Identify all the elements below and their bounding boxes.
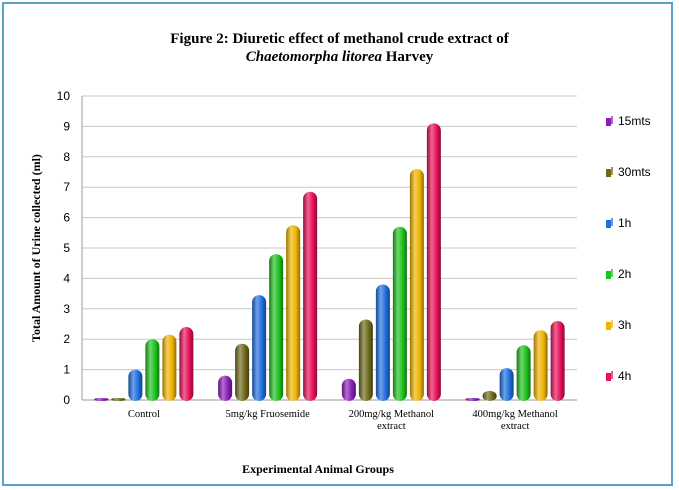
y-tick-label: 0 bbox=[63, 393, 70, 407]
y-tick-label: 5 bbox=[63, 241, 70, 255]
bar-1h-1 bbox=[252, 295, 267, 401]
y-tick-label: 9 bbox=[63, 119, 70, 133]
bar-4h-0 bbox=[179, 327, 194, 401]
legend-swatch-edge bbox=[611, 218, 613, 226]
bar-1h-3 bbox=[499, 368, 514, 401]
y-tick-label: 10 bbox=[57, 89, 71, 103]
bar-4h-2 bbox=[426, 123, 441, 402]
legend-label: 15mts bbox=[618, 114, 651, 128]
bar-30mts-0 bbox=[111, 398, 126, 401]
species-author: Harvey bbox=[382, 49, 434, 65]
legend-label: 2h bbox=[618, 267, 631, 281]
bar-2h-0 bbox=[145, 339, 160, 401]
bar-3h-0 bbox=[162, 334, 177, 401]
legend: 15mts 30mts 1h 2h 3h 4h bbox=[606, 114, 651, 383]
y-tick-label: 7 bbox=[63, 180, 70, 194]
species-name: Chaetomorpha litorea bbox=[245, 49, 383, 65]
bar-30mts-1 bbox=[235, 343, 250, 401]
legend-label: 4h bbox=[618, 369, 631, 383]
bar-2h-1 bbox=[269, 254, 284, 401]
x-category-label: 200mg/kg Methanol bbox=[349, 409, 435, 420]
legend-swatch bbox=[606, 169, 611, 177]
bar-2h-2 bbox=[392, 226, 407, 401]
bar-15mts-2 bbox=[341, 378, 356, 401]
chart-title: Figure 2: Diuretic effect of methanol cr… bbox=[20, 30, 659, 66]
bar-15mts-0 bbox=[94, 398, 109, 401]
legend-swatch-edge bbox=[611, 269, 613, 277]
bar-4h-3 bbox=[550, 320, 565, 401]
bars bbox=[94, 123, 565, 402]
x-category-label: Control bbox=[128, 409, 160, 420]
y-tick-label: 6 bbox=[63, 211, 70, 225]
y-tick-labels: 0 1 2 3 4 5 6 7 8 9 10 bbox=[57, 89, 71, 407]
y-tick-label: 1 bbox=[63, 363, 70, 377]
bar-2h-3 bbox=[516, 345, 531, 401]
bar-3h-1 bbox=[286, 225, 301, 401]
bar-3h-3 bbox=[533, 330, 548, 401]
bar-30mts-2 bbox=[358, 319, 373, 401]
bar-15mts-3 bbox=[465, 398, 480, 401]
bar-1h-0 bbox=[128, 369, 143, 401]
title-line-1: Figure 2: Diuretic effect of methanol cr… bbox=[170, 31, 509, 47]
axes bbox=[81, 96, 577, 401]
x-category-label: extract bbox=[501, 421, 530, 432]
x-category-label: 400mg/kg Methanol bbox=[472, 409, 558, 420]
y-tick-label: 3 bbox=[63, 302, 70, 316]
legend-swatch bbox=[606, 271, 611, 279]
legend-label: 30mts bbox=[618, 165, 651, 179]
bar-3h-2 bbox=[409, 168, 424, 401]
x-category-labels: Control 5mg/kg Fruosemide 200mg/kg Methano… bbox=[128, 409, 558, 432]
legend-swatch bbox=[606, 220, 611, 228]
bar-30mts-3 bbox=[482, 390, 497, 401]
chart-frame bbox=[2, 2, 673, 486]
legend-swatch-edge bbox=[611, 320, 613, 328]
legend-swatch bbox=[606, 373, 611, 381]
legend-swatch bbox=[606, 322, 611, 330]
legend-label: 1h bbox=[618, 216, 631, 230]
legend-swatch-edge bbox=[611, 116, 613, 124]
bar-1h-2 bbox=[375, 284, 390, 401]
x-category-label: extract bbox=[377, 421, 406, 432]
bar-15mts-1 bbox=[218, 375, 233, 401]
legend-swatch bbox=[606, 118, 611, 126]
y-tick-label: 2 bbox=[63, 332, 70, 346]
x-category-label: 5mg/kg Fruosemide bbox=[225, 409, 310, 420]
legend-swatch-edge bbox=[611, 371, 613, 379]
title-line-2: Chaetomorpha litorea Harvey bbox=[20, 48, 659, 66]
bar-4h-1 bbox=[303, 191, 318, 401]
y-tick-label: 4 bbox=[63, 271, 70, 285]
y-tick-label: 8 bbox=[63, 150, 70, 164]
legend-swatch-edge bbox=[611, 167, 613, 175]
legend-label: 3h bbox=[618, 318, 631, 332]
y-axis-title: Total Amount of Urine collected (ml) bbox=[29, 154, 43, 342]
x-axis-title: Experimental Animal Groups bbox=[242, 462, 394, 476]
